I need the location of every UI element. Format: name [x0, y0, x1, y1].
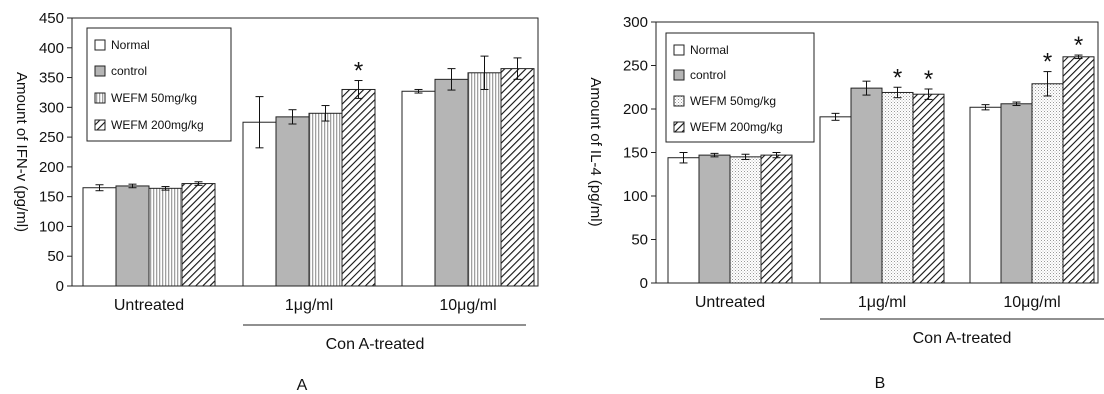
x-category-label: 10μg/ml: [1003, 294, 1060, 311]
x-category-label: 1μg/ml: [285, 297, 333, 314]
bar: [242, 121, 277, 287]
bar: [729, 156, 762, 284]
bar: [1062, 56, 1095, 284]
y-axis-label: Amount of IFN-v (pg/ml): [13, 72, 30, 232]
legend: Normal control WEFM 50mg/kg WEFM 200mg/kg: [86, 27, 232, 142]
y-tick-label: 0: [56, 278, 64, 295]
y-tick-label: 450: [39, 10, 64, 27]
bar: [850, 87, 883, 284]
y-tick-label: 200: [623, 101, 648, 118]
y-tick-label: 50: [631, 232, 648, 249]
bar: [667, 157, 700, 284]
x-category-label: 1μg/ml: [858, 294, 906, 311]
legend-swatch: [673, 95, 685, 107]
bar: [698, 154, 731, 284]
legend-label: WEFM 50mg/kg: [111, 91, 197, 105]
y-tick-label: 300: [39, 99, 64, 116]
bar: [819, 116, 852, 284]
y-tick-label: 400: [39, 40, 64, 57]
bar: [912, 93, 945, 284]
legend-label: Normal: [690, 43, 729, 57]
legend-swatch: [94, 39, 106, 51]
legend-box: [665, 32, 815, 143]
significance-asterisk: *: [1043, 49, 1052, 76]
legend-label: WEFM 50mg/kg: [690, 94, 776, 108]
bar: [308, 112, 343, 287]
bar: [434, 78, 469, 287]
x-category-label: 10μg/ml: [439, 297, 496, 314]
bar: [881, 91, 914, 284]
legend-swatch: [94, 92, 106, 104]
bar: [500, 68, 535, 287]
legend-swatch: [94, 119, 106, 131]
bar: [275, 116, 310, 287]
bar: [969, 106, 1002, 284]
panel-label: A: [297, 377, 308, 394]
bar: [401, 90, 436, 287]
y-tick-label: 0: [640, 275, 648, 292]
legend-swatch: [94, 65, 106, 77]
y-tick-label: 350: [39, 70, 64, 87]
y-tick-label: 100: [39, 218, 64, 235]
group-label: Con A-treated: [913, 330, 1012, 347]
legend-swatch: [673, 69, 685, 81]
significance-asterisk: *: [1074, 32, 1083, 59]
chart-panel-a: 0 50 100 150 200 250 300 350 400 450 Amount of IFN…: [13, 10, 539, 394]
legend: Normal control WEFM 50mg/kg WEFM 200mg/kg: [665, 32, 815, 143]
group-label: Con A-treated: [326, 336, 425, 353]
chart-panel-b: 0 50 100 150 200 250 300 Amount of IL-4 (pg/ml)…: [587, 14, 1104, 392]
legend-swatch: [673, 121, 685, 133]
bar: [341, 88, 376, 287]
significance-asterisk: *: [893, 64, 902, 91]
y-tick-label: 250: [623, 58, 648, 75]
legend-label: WEFM 200mg/kg: [111, 118, 204, 132]
bar: [181, 183, 216, 287]
bar: [467, 72, 502, 287]
bar: [82, 187, 117, 287]
bar: [148, 187, 183, 287]
x-category-label: Untreated: [695, 294, 765, 311]
y-tick-label: 200: [39, 159, 64, 176]
bar: [1000, 103, 1033, 284]
legend-label: WEFM 200mg/kg: [690, 120, 783, 134]
y-tick-label: 250: [39, 129, 64, 146]
legend-label: control: [690, 68, 726, 82]
y-tick-label: 150: [39, 189, 64, 206]
legend-label: Normal: [111, 38, 150, 52]
legend-box: [86, 27, 232, 142]
significance-asterisk: *: [354, 58, 363, 85]
legend-swatch: [673, 44, 685, 56]
significance-asterisk: *: [924, 66, 933, 93]
legend-label: control: [111, 64, 147, 78]
bar: [1031, 83, 1064, 284]
x-category-label: Untreated: [114, 297, 184, 314]
bar: [115, 185, 150, 287]
y-tick-label: 50: [47, 248, 64, 265]
panel-label: B: [875, 375, 886, 392]
y-tick-label: 150: [623, 145, 648, 162]
y-tick-label: 100: [623, 188, 648, 205]
y-tick-label: 300: [623, 14, 648, 31]
y-axis-label: Amount of IL-4 (pg/ml): [587, 77, 604, 226]
bar: [760, 154, 793, 284]
